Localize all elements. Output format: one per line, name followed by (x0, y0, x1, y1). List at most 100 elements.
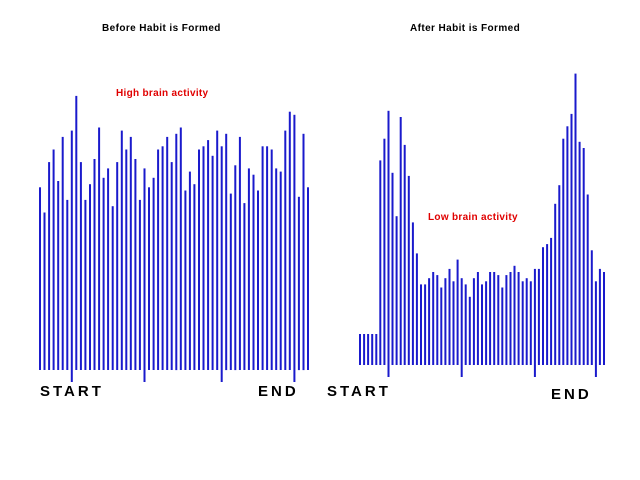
bar (157, 149, 160, 370)
bar-tick (460, 365, 463, 377)
bar (521, 281, 524, 365)
bar (61, 136, 64, 370)
bar (229, 193, 232, 370)
bar (542, 247, 544, 365)
bar (70, 130, 73, 370)
bar-tick (533, 365, 536, 377)
bar (107, 168, 110, 370)
bar (444, 278, 447, 365)
bar (129, 136, 132, 370)
bar (440, 287, 443, 365)
bar (481, 284, 483, 365)
bar (476, 272, 479, 365)
bar-tick (70, 370, 73, 382)
bar (529, 281, 532, 365)
bar (468, 296, 471, 365)
bar (293, 114, 296, 370)
bar (284, 130, 287, 370)
bar (456, 259, 459, 365)
bar (111, 206, 114, 370)
bar (428, 278, 431, 365)
bar (297, 196, 300, 371)
bar (234, 165, 237, 371)
bar (170, 162, 173, 370)
bar (371, 334, 374, 365)
bar (505, 275, 508, 365)
bar (89, 184, 91, 370)
bar (93, 159, 96, 370)
annotation-low-activity: Low brain activity (428, 212, 518, 223)
bar (52, 149, 55, 370)
bar (501, 287, 504, 365)
bar (175, 133, 178, 371)
bar (550, 237, 553, 365)
bar (590, 250, 593, 365)
end-label: END (258, 383, 299, 400)
chart-title: After Habit is Formed (410, 23, 521, 34)
bar (379, 160, 382, 365)
bar (166, 136, 169, 370)
bar (98, 127, 101, 370)
bar (125, 149, 128, 370)
bar (270, 149, 273, 370)
bar (387, 110, 390, 365)
bar (533, 268, 536, 365)
bar (143, 168, 146, 370)
bar (43, 212, 46, 370)
bar (582, 148, 585, 365)
bar (243, 203, 246, 370)
bar (275, 168, 278, 370)
bar (220, 146, 223, 370)
start-label: START (327, 383, 391, 400)
bar (432, 272, 435, 365)
bar (152, 177, 155, 370)
bar (75, 95, 78, 371)
bar (188, 171, 191, 370)
bar (116, 162, 119, 370)
bar-tick (594, 365, 597, 377)
bar (225, 133, 228, 371)
bar-tick (293, 370, 296, 382)
bar (586, 194, 589, 365)
bar (375, 334, 378, 365)
bar (279, 171, 282, 370)
bar (420, 284, 422, 365)
bar (415, 253, 418, 365)
bar (513, 265, 516, 365)
chart-title: Before Habit is Formed (102, 23, 221, 34)
bar (134, 159, 137, 370)
bar (288, 111, 291, 370)
bar (257, 190, 259, 370)
bar (367, 334, 370, 365)
bar (48, 162, 51, 370)
bar (307, 187, 309, 370)
bar (207, 140, 210, 370)
bar (184, 190, 187, 370)
bar (216, 130, 219, 370)
bar (302, 133, 305, 371)
bar (266, 146, 269, 370)
bar (411, 222, 414, 365)
bar (252, 174, 255, 370)
bar (578, 141, 581, 365)
bar (493, 272, 496, 365)
bar (574, 73, 577, 365)
bar (525, 278, 528, 365)
bar (603, 272, 605, 365)
bar (546, 244, 549, 365)
bar (407, 175, 410, 365)
bar (489, 272, 492, 365)
bar (391, 172, 394, 365)
bar (472, 278, 475, 365)
annotation-high-activity: High brain activity (116, 88, 209, 99)
bar (598, 268, 601, 365)
bar (359, 334, 361, 365)
bar (562, 138, 565, 365)
bar-tick (220, 370, 223, 382)
bar (39, 187, 41, 370)
bar (452, 281, 455, 365)
bar (399, 117, 402, 365)
bar (395, 216, 398, 365)
bar (537, 268, 540, 365)
bar-plot-after (359, 73, 605, 377)
